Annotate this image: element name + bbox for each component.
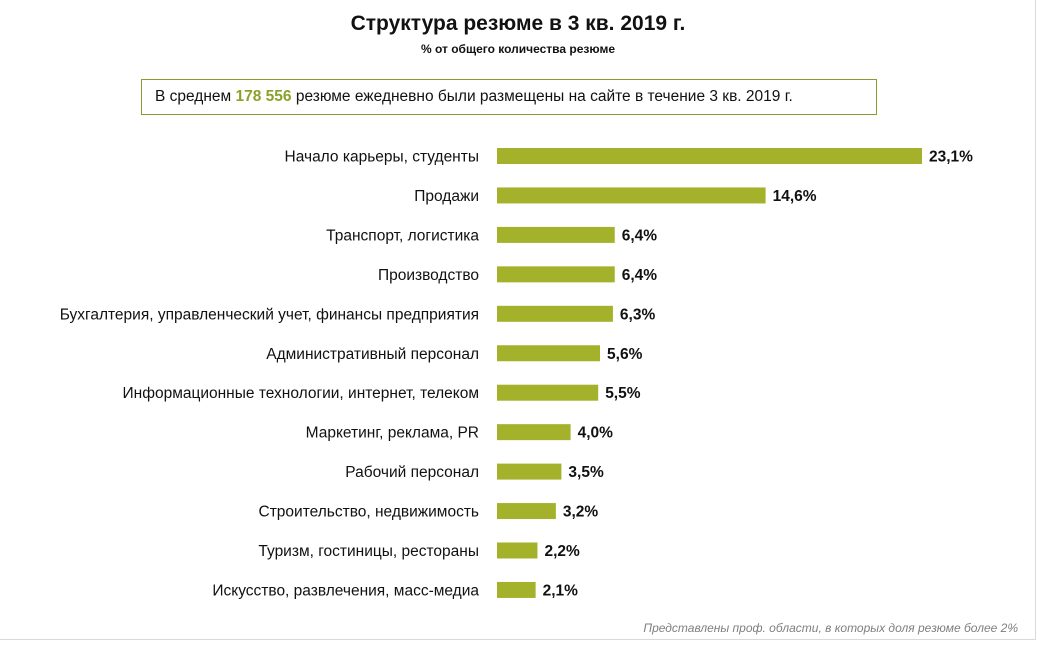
category-label: Рабочий персонал <box>345 464 479 481</box>
category-label: Производство <box>378 267 479 284</box>
value-label: 4,0% <box>578 425 614 442</box>
value-label: 5,6% <box>607 346 643 363</box>
category-label: Маркетинг, реклама, PR <box>306 425 479 442</box>
category-label: Искусство, развлечения, масс-медиа <box>212 582 479 599</box>
value-label: 6,4% <box>622 267 658 284</box>
chart-subtitle: % от общего количества резюме <box>420 42 616 56</box>
category-label: Туризм, гостиницы, рестораны <box>258 543 479 560</box>
bar <box>497 305 613 322</box>
note-prefix: В среднем <box>155 88 236 105</box>
value-label: 14,6% <box>773 188 817 205</box>
bar <box>497 503 556 520</box>
value-label: 6,3% <box>620 306 656 323</box>
note-suffix: резюме ежедневно были размещены на сайте… <box>291 88 793 105</box>
footnote: Представлены проф. области, в которых до… <box>643 621 1018 635</box>
value-label: 2,1% <box>543 582 579 599</box>
category-label: Бухгалтерия, управленческий учет, финанс… <box>60 306 479 323</box>
bar <box>497 345 601 362</box>
chart-title: Структура резюме в 3 кв. 2019 г. <box>350 12 686 35</box>
bar <box>497 226 615 243</box>
bar <box>497 384 599 401</box>
category-label: Продажи <box>414 188 479 205</box>
category-label: Транспорт, логистика <box>326 227 479 244</box>
value-label: 2,2% <box>544 543 580 560</box>
bar <box>497 148 922 164</box>
note-highlight-value: 178 556 <box>235 88 292 105</box>
summary-note-box: В среднем 178 556 резюме ежедневно были … <box>141 79 877 115</box>
bar <box>497 266 615 283</box>
value-label: 23,1% <box>929 149 973 166</box>
bar <box>497 581 536 598</box>
value-label: 3,2% <box>563 504 599 521</box>
value-label: 6,4% <box>622 227 658 244</box>
bar <box>497 542 538 559</box>
category-label: Административный персонал <box>266 346 479 363</box>
category-label: Информационные технологии, интернет, тел… <box>123 385 480 402</box>
bar <box>497 424 571 441</box>
value-label: 5,5% <box>605 385 641 402</box>
category-label: Начало карьеры, студенты <box>285 149 479 166</box>
bar <box>497 463 562 480</box>
bar <box>497 187 766 204</box>
value-label: 3,5% <box>568 464 604 481</box>
category-label: Строительство, недвижимость <box>259 504 480 521</box>
